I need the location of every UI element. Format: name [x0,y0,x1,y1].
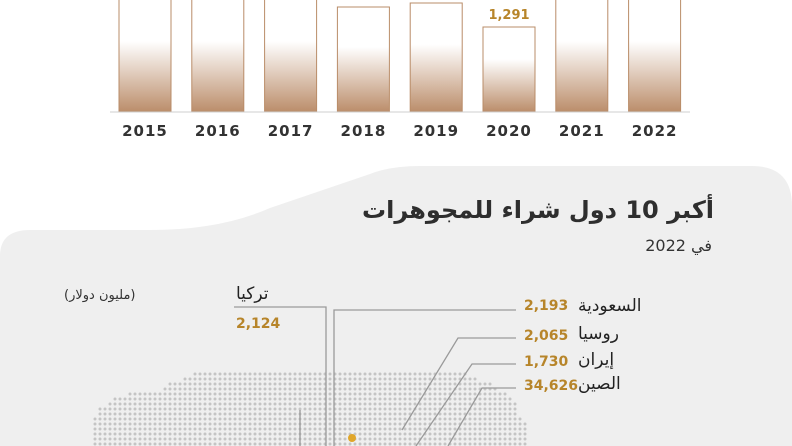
country-label-saudi: السعودية [578,296,642,316]
country-label-turkey: تركيا [236,284,269,304]
bar-2021 [555,0,609,113]
x-tick-label-2019: 2019 [413,122,459,140]
x-tick-label-2020: 2020 [486,122,532,140]
x-tick-label-2021: 2021 [559,122,605,140]
x-tick-label-2017: 2017 [268,122,314,140]
value-label-china: 34,626 [524,378,579,394]
value-label-russia: 2,065 [524,328,569,344]
value-label-iran: 1,730 [524,354,569,370]
leader-line-iran [415,363,516,446]
map-panel-background [0,166,792,446]
country-label-iran: إيران [578,350,615,370]
bar-2015 [118,0,172,113]
leader-line-china [447,387,516,446]
value-label-saudi: 2,193 [524,298,569,314]
bar-2018 [336,6,390,113]
bar-2020 [482,26,536,113]
x-tick-label-2022: 2022 [632,122,678,140]
leader-line-turkey [234,306,327,446]
leader-line-russia [401,337,516,431]
leader-line-saudi [333,309,516,446]
chart-subtitle: في 2022 [645,236,712,255]
annual-bar-chart: 2015 2016 2017 2018 2019 2020 1,291 2021 2022 [110,0,690,140]
bar-2022 [628,0,682,113]
bar-2017 [264,0,318,113]
country-label-russia: روسيا [578,324,619,344]
bar-2019 [409,2,463,113]
unit-label: (مليون دولار) [64,288,136,303]
value-label-turkey: 2,124 [236,316,281,332]
country-label-china: الصين [578,374,621,394]
x-tick-label-2016: 2016 [195,122,241,140]
chart-title: أكبر 10 دول شراء للمجوهرات [362,196,714,224]
location-marker [348,434,356,442]
data-label-2020: 1,291 [488,8,529,23]
bar-2016 [191,0,245,113]
x-tick-label-2015: 2015 [122,122,168,140]
x-tick-label-2018: 2018 [341,122,387,140]
